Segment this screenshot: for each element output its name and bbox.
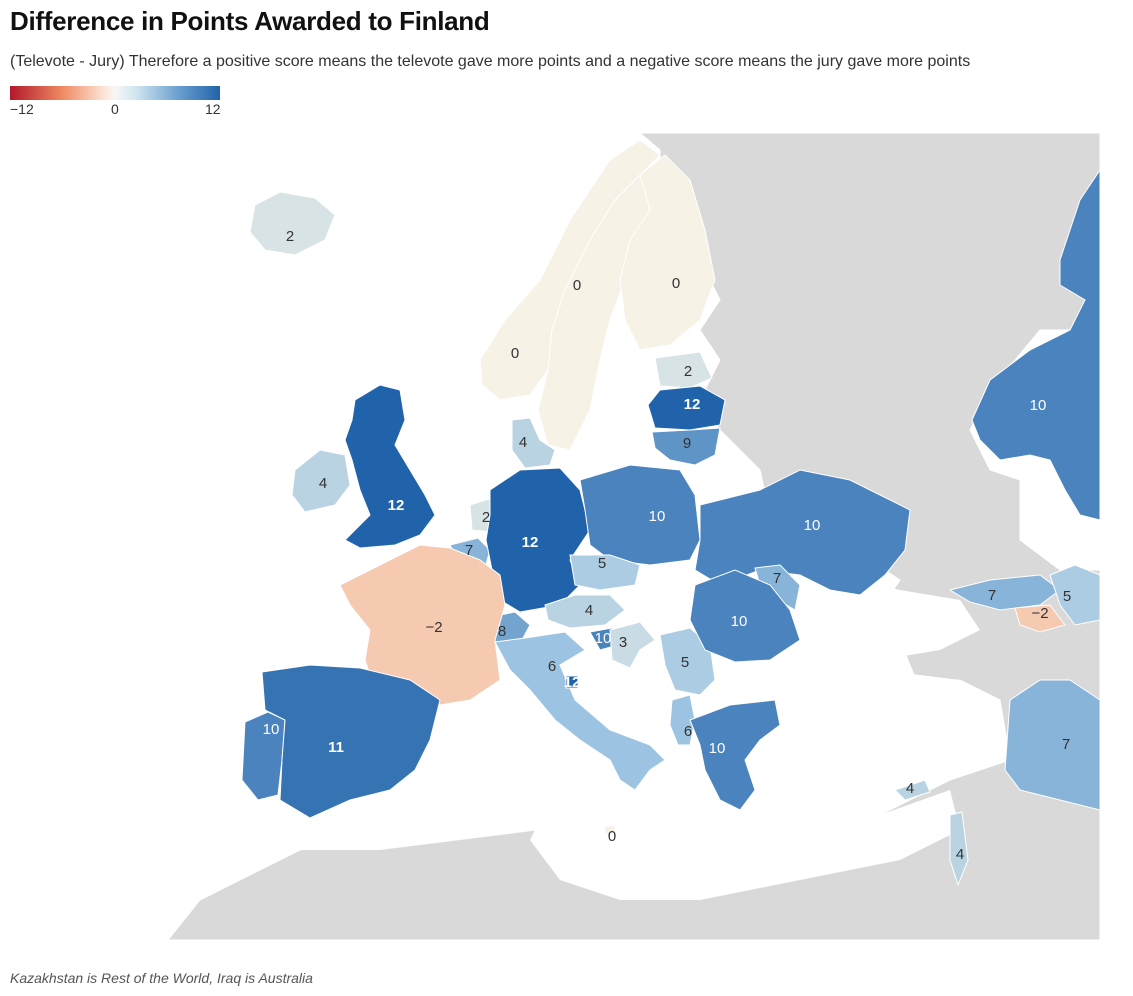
value-label-cyprus: 4 — [906, 780, 914, 797]
region-poland — [579, 464, 701, 566]
legend-max-label: 12 — [205, 101, 221, 117]
value-label-sweden: 0 — [573, 277, 581, 294]
value-label-italy: 6 — [548, 658, 556, 675]
value-label-malta: 0 — [608, 828, 616, 845]
region-france — [339, 544, 506, 706]
region-greece — [689, 699, 781, 811]
legend-ticks: −12 0 12 — [10, 100, 222, 118]
value-label-belgium: 7 — [465, 542, 473, 559]
region-malta — [604, 825, 616, 835]
region-estonia — [654, 351, 713, 389]
region-united-kingdom — [344, 384, 436, 549]
value-label-spain: 11 — [328, 739, 344, 756]
value-label-romania: 10 — [731, 613, 748, 630]
value-label-israel: 4 — [956, 846, 964, 863]
region-serbia — [659, 627, 716, 696]
region-czechia — [569, 554, 641, 591]
country-shapes — [241, 139, 1101, 887]
value-label-latvia: 12 — [684, 396, 701, 413]
value-label-serbia: 5 — [681, 654, 689, 671]
value-label-georgia: 7 — [988, 587, 996, 604]
region-croatia — [609, 621, 656, 669]
map-caption: Kazakhstan is Rest of the World, Iraq is… — [10, 970, 313, 986]
legend-min-label: −12 — [10, 101, 34, 117]
value-label-estonia: 2 — [684, 363, 692, 380]
region-iraq — [1004, 679, 1101, 811]
chart-title: Difference in Points Awarded to Finland — [10, 6, 490, 36]
value-label-denmark: 4 — [519, 434, 527, 451]
value-label-albania: 6 — [684, 723, 692, 740]
region-iceland — [249, 191, 336, 256]
value-label-austria: 4 — [585, 602, 593, 619]
region-finland — [619, 154, 716, 351]
region-romania — [689, 569, 801, 663]
value-label-croatia: 3 — [619, 634, 627, 651]
legend-gradient-bar — [10, 86, 220, 100]
value-label-ukraine: 10 — [804, 517, 821, 534]
region-italy — [494, 631, 666, 791]
value-label-poland: 10 — [649, 508, 666, 525]
region-san-marino — [565, 675, 579, 689]
value-label-armenia: −2 — [1031, 605, 1048, 622]
value-label-ireland: 4 — [319, 475, 327, 492]
region-austria — [544, 594, 626, 629]
region-armenia — [1014, 604, 1066, 633]
value-label-netherlands: 2 — [482, 509, 490, 526]
region-lithuania — [651, 427, 721, 466]
region-latvia — [647, 385, 726, 431]
region-ukraine — [694, 469, 911, 596]
value-label-san-marino: 12 — [564, 674, 581, 691]
value-label-azerbaijan: 5 — [1063, 588, 1071, 605]
region-georgia — [948, 574, 1061, 611]
color-legend: −12 0 12 — [10, 86, 222, 118]
region-israel — [949, 811, 969, 887]
value-label-slovenia: 10 — [595, 630, 612, 647]
value-label-greece: 10 — [709, 740, 726, 757]
region-albania — [669, 694, 696, 746]
region-cyprus — [894, 779, 931, 801]
region-kazakhstan — [971, 168, 1101, 521]
region-germany — [485, 467, 591, 613]
region-spain — [261, 664, 441, 819]
value-label-iceland: 2 — [286, 228, 294, 245]
value-label-switzerland: 8 — [498, 623, 506, 640]
value-label-portugal: 10 — [263, 721, 280, 738]
value-label-united-kingdom: 12 — [388, 497, 405, 514]
value-label-germany: 12 — [522, 534, 539, 551]
value-label-iraq: 7 — [1062, 736, 1070, 753]
value-label-france: −2 — [425, 619, 442, 636]
value-label-lithuania: 9 — [683, 435, 691, 452]
region-azerbaijan — [1049, 564, 1101, 626]
value-label-moldova: 7 — [773, 570, 781, 587]
value-label-norway: 0 — [511, 345, 519, 362]
legend-mid-label: 0 — [111, 101, 119, 117]
region-denmark — [511, 417, 556, 469]
value-label-kazakhstan: 10 — [1030, 397, 1047, 414]
value-label-finland: 0 — [672, 275, 680, 292]
region-ireland — [291, 449, 351, 513]
chart-subtitle: (Televote - Jury) Therefore a positive s… — [10, 53, 971, 70]
value-label-czechia: 5 — [598, 555, 606, 572]
